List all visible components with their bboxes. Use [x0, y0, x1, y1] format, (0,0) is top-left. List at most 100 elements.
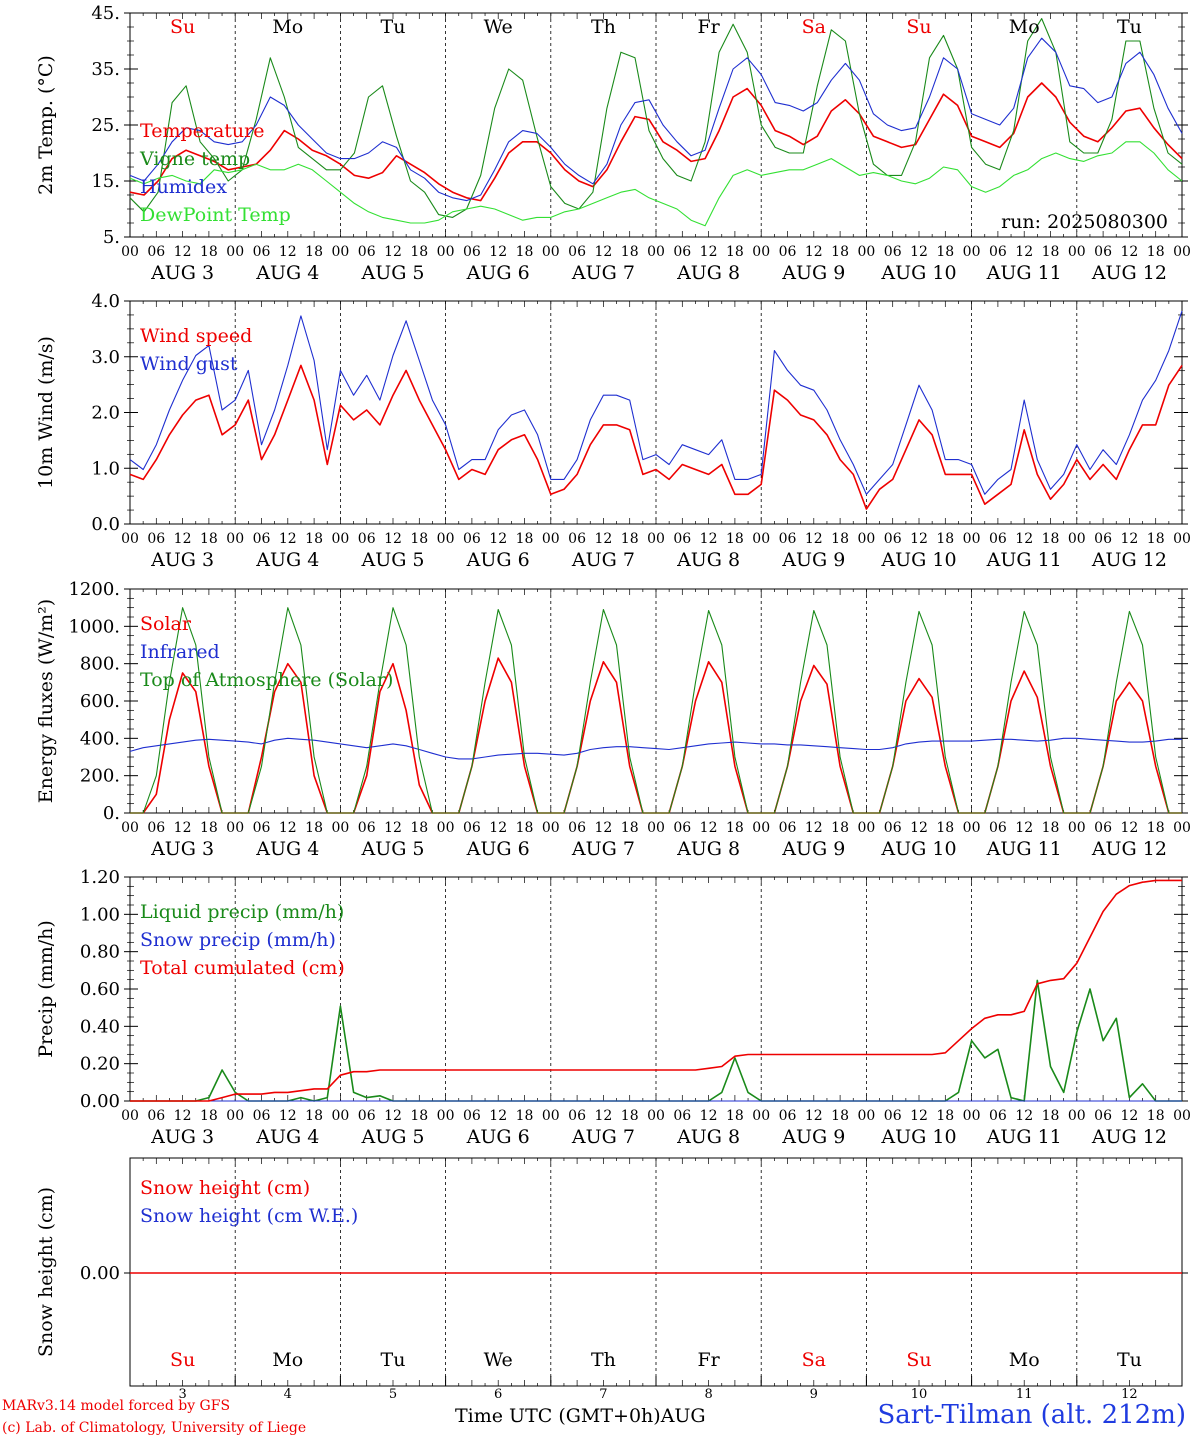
day-label: AUG 9 — [781, 549, 845, 571]
hour-label: 18 — [200, 531, 218, 547]
hour-label: 06 — [779, 244, 797, 260]
panel-frame — [129, 300, 1183, 525]
day-number: 4 — [284, 1387, 292, 1402]
hour-label: 00 — [752, 1108, 770, 1124]
series-line-dewpoint-temp — [129, 141, 1183, 227]
y-tick-label: 600. — [80, 691, 120, 712]
y-tick-label: 4.0 — [91, 291, 120, 312]
panel-frame — [129, 588, 1183, 814]
hour-label: 06 — [253, 1108, 271, 1124]
hour-label: 00 — [331, 531, 349, 547]
y-axis-label: 2m Temp. (°C) — [35, 55, 57, 195]
day-name-bottom: Mo — [1009, 1349, 1040, 1371]
day-label: AUG 8 — [676, 549, 740, 571]
panel-4: 0.00 0.20 0.40 0.60 0.80 1.00 1.20 Precip (mm/h… — [35, 867, 1191, 1148]
day-name-bottom: Su — [170, 1349, 195, 1371]
hour-label: 12 — [1015, 1108, 1033, 1124]
hour-label: 00 — [437, 244, 455, 260]
day-name-bottom: Fr — [697, 1349, 720, 1371]
hour-label: 18 — [726, 1108, 744, 1124]
day-label: AUG 8 — [676, 838, 740, 860]
hour-label: 18 — [831, 820, 849, 836]
y-tick-label: 5. — [103, 227, 120, 248]
hour-label: 00 — [647, 1108, 665, 1124]
hour-label: 00 — [857, 531, 875, 547]
day-label: AUG 7 — [571, 838, 635, 860]
day-label: AUG 8 — [676, 1126, 740, 1148]
hour-label: 18 — [936, 820, 954, 836]
hour-label: 00 — [121, 1108, 139, 1124]
y-tick-label: 400. — [80, 728, 120, 749]
hour-label: 00 — [963, 531, 981, 547]
x-axis-month: AUG — [660, 1405, 706, 1427]
day-label: AUG 11 — [986, 262, 1062, 284]
hour-label: 00 — [752, 531, 770, 547]
y-tick-label: 2.0 — [91, 403, 120, 424]
hour-label: 06 — [1094, 531, 1112, 547]
day-label: AUG 5 — [360, 549, 424, 571]
y-tick-label: 1.00 — [80, 904, 120, 925]
hour-label: 06 — [568, 244, 586, 260]
hour-label: 06 — [358, 820, 376, 836]
day-name-top: Sa — [802, 16, 826, 38]
hour-label: 06 — [463, 820, 481, 836]
day-label: AUG 6 — [466, 262, 530, 284]
y-tick-label: 0.20 — [80, 1054, 120, 1075]
legend-entry: Infrared — [140, 641, 220, 663]
hour-label: 00 — [1173, 820, 1191, 836]
hour-label: 12 — [1015, 244, 1033, 260]
hour-label: 12 — [805, 1108, 823, 1124]
hour-label: 00 — [437, 820, 455, 836]
day-label: AUG 12 — [1091, 549, 1167, 571]
hour-label: 06 — [463, 531, 481, 547]
day-number: 11 — [1016, 1387, 1033, 1402]
series-line-wind-speed — [129, 364, 1183, 510]
y-tick-label: 1200. — [68, 579, 120, 600]
hour-label: 00 — [857, 820, 875, 836]
hour-label: 12 — [805, 531, 823, 547]
y-tick-label: 15. — [91, 171, 120, 192]
hour-label: 00 — [857, 244, 875, 260]
hour-label: 18 — [1042, 820, 1060, 836]
day-name-bottom: Sa — [802, 1349, 826, 1371]
y-tick-label: 3.0 — [91, 347, 120, 368]
hour-label: 06 — [147, 1108, 165, 1124]
hour-label: 12 — [1120, 244, 1138, 260]
y-tick-label: 800. — [80, 654, 120, 675]
day-label: AUG 10 — [880, 838, 956, 860]
hour-label: 12 — [910, 244, 928, 260]
hour-label: 00 — [1068, 244, 1086, 260]
hour-label: 06 — [568, 531, 586, 547]
legend-entry: Total cumulated (cm) — [140, 957, 345, 979]
day-label: AUG 9 — [781, 1126, 845, 1148]
day-label: AUG 11 — [986, 549, 1062, 571]
day-label: AUG 12 — [1091, 838, 1167, 860]
panel-5: 0.00 Snow height (cm) Snow height (cm) Snow… — [35, 1157, 1188, 1387]
day-label: AUG 9 — [781, 262, 845, 284]
day-name-top: Th — [591, 16, 616, 38]
day-name-bottom: Th — [591, 1349, 616, 1371]
hour-label: 06 — [463, 244, 481, 260]
hour-label: 06 — [779, 1108, 797, 1124]
hour-label: 06 — [1094, 244, 1112, 260]
hour-label: 00 — [542, 244, 560, 260]
series-line-temperature — [129, 82, 1183, 202]
y-axis-label: Precip (mm/h) — [35, 920, 57, 1058]
hour-label: 18 — [621, 1108, 639, 1124]
hour-label: 18 — [1042, 244, 1060, 260]
day-name-top: Tu — [1117, 16, 1142, 38]
day-label: AUG 3 — [150, 549, 214, 571]
hour-label: 12 — [700, 820, 718, 836]
hour-label: 12 — [700, 244, 718, 260]
day-label: AUG 11 — [986, 1126, 1062, 1148]
hour-label: 06 — [673, 531, 691, 547]
hour-label: 18 — [516, 531, 534, 547]
y-tick-label: 0. — [103, 803, 120, 824]
hour-label: 18 — [1147, 244, 1165, 260]
hour-label: 18 — [621, 820, 639, 836]
hour-label: 12 — [279, 820, 297, 836]
hour-label: 12 — [279, 244, 297, 260]
model-credit: MARv3.14 model forced by GFS — [2, 1398, 231, 1414]
hour-label: 18 — [516, 820, 534, 836]
